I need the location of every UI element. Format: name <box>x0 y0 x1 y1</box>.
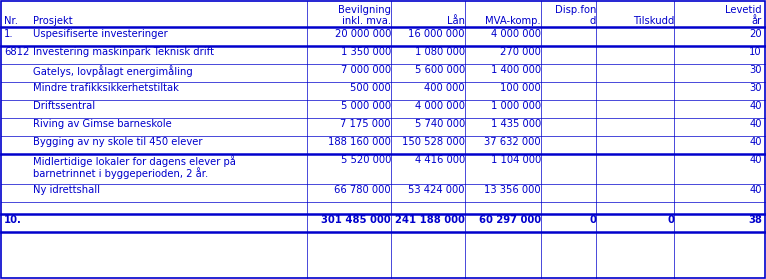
Text: 40: 40 <box>749 101 762 111</box>
Text: 301 485 000: 301 485 000 <box>322 215 391 225</box>
Text: 16 000 000: 16 000 000 <box>408 29 465 39</box>
Text: 20 000 000: 20 000 000 <box>335 29 391 39</box>
Text: 40: 40 <box>749 185 762 195</box>
Text: 38: 38 <box>748 215 762 225</box>
Text: 1 080 000: 1 080 000 <box>415 47 465 57</box>
Text: 1 104 000: 1 104 000 <box>491 155 541 165</box>
Text: 6812: 6812 <box>4 47 29 57</box>
Text: Bevilgning: Bevilgning <box>338 5 391 15</box>
Text: 4 416 000: 4 416 000 <box>414 155 465 165</box>
Text: Investering maskinpark Teknisk drift: Investering maskinpark Teknisk drift <box>33 47 214 57</box>
Text: 20: 20 <box>749 29 762 39</box>
Text: 10: 10 <box>749 47 762 57</box>
Text: 270 000: 270 000 <box>500 47 541 57</box>
Text: 37 632 000: 37 632 000 <box>484 137 541 147</box>
Text: 5 000 000: 5 000 000 <box>341 101 391 111</box>
Text: 30: 30 <box>749 83 762 93</box>
Text: 40: 40 <box>749 119 762 129</box>
Text: 10.: 10. <box>4 215 22 225</box>
Text: Bygging av ny skole til 450 elever: Bygging av ny skole til 450 elever <box>33 137 202 147</box>
Text: 100 000: 100 000 <box>500 83 541 93</box>
Text: 1 435 000: 1 435 000 <box>491 119 541 129</box>
Text: 53 424 000: 53 424 000 <box>408 185 465 195</box>
Text: Uspesifiserte investeringer: Uspesifiserte investeringer <box>33 29 168 39</box>
Text: 7 000 000: 7 000 000 <box>341 65 391 75</box>
Text: 5 600 000: 5 600 000 <box>414 65 465 75</box>
Text: 40: 40 <box>749 155 762 165</box>
Text: Nr.: Nr. <box>4 16 18 26</box>
Text: år: år <box>751 16 762 26</box>
Text: 0: 0 <box>589 215 596 225</box>
Text: Ny idrettshall: Ny idrettshall <box>33 185 100 195</box>
Text: 4 000 000: 4 000 000 <box>491 29 541 39</box>
Text: Levetid: Levetid <box>725 5 762 15</box>
Text: 500 000: 500 000 <box>350 83 391 93</box>
Text: 400 000: 400 000 <box>424 83 465 93</box>
Text: 4 000 000: 4 000 000 <box>415 101 465 111</box>
Text: Tilskudd: Tilskudd <box>633 16 674 26</box>
Text: Prosjekt: Prosjekt <box>33 16 73 26</box>
Text: inkl. mva.: inkl. mva. <box>342 16 391 26</box>
Text: 5 520 000: 5 520 000 <box>341 155 391 165</box>
Text: 1 000 000: 1 000 000 <box>491 101 541 111</box>
Text: 40: 40 <box>749 137 762 147</box>
Text: Riving av Gimse barneskole: Riving av Gimse barneskole <box>33 119 172 129</box>
Text: 150 528 000: 150 528 000 <box>402 137 465 147</box>
Text: d: d <box>590 16 596 26</box>
Text: Driftssentral: Driftssentral <box>33 101 95 111</box>
Text: Mindre trafikksikkerhetstiltak: Mindre trafikksikkerhetstiltak <box>33 83 179 93</box>
Text: barnetrinnet i byggeperioden, 2 år.: barnetrinnet i byggeperioden, 2 år. <box>33 167 208 179</box>
Text: 30: 30 <box>749 65 762 75</box>
Text: 0: 0 <box>667 215 674 225</box>
Text: 13 356 000: 13 356 000 <box>484 185 541 195</box>
Text: 60 297 000: 60 297 000 <box>479 215 541 225</box>
Text: Gatelys, lovpålagt energimåling: Gatelys, lovpålagt energimåling <box>33 65 193 77</box>
Text: MVA-komp.: MVA-komp. <box>486 16 541 26</box>
Text: 1 350 000: 1 350 000 <box>341 47 391 57</box>
Text: 7 175 000: 7 175 000 <box>341 119 391 129</box>
Text: 241 188 000: 241 188 000 <box>395 215 465 225</box>
Text: Disp.fon: Disp.fon <box>555 5 596 15</box>
Text: 5 740 000: 5 740 000 <box>414 119 465 129</box>
Text: 188 160 000: 188 160 000 <box>328 137 391 147</box>
Text: 1 400 000: 1 400 000 <box>491 65 541 75</box>
Text: 1.: 1. <box>4 29 14 39</box>
Text: Lån: Lån <box>447 16 465 26</box>
Text: 66 780 000: 66 780 000 <box>335 185 391 195</box>
Text: Midlertidige lokaler for dagens elever på: Midlertidige lokaler for dagens elever p… <box>33 155 236 167</box>
